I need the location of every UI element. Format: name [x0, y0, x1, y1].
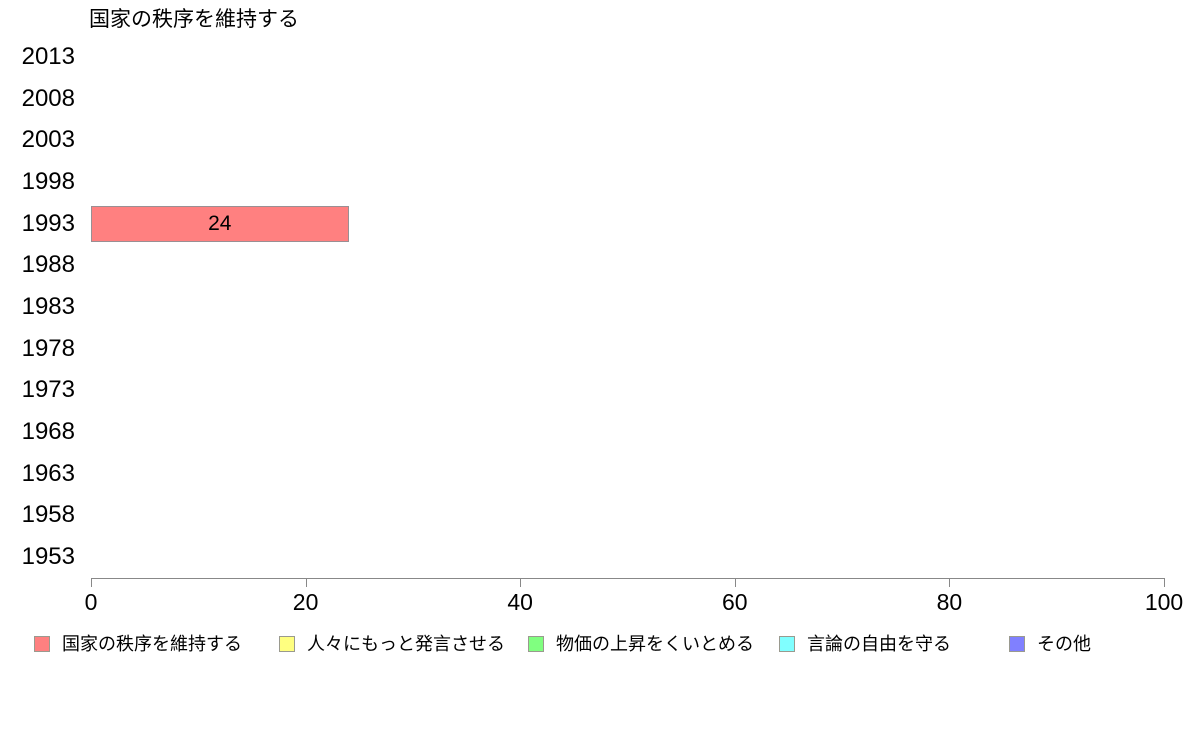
y-axis-tick-label: 2008	[21, 84, 75, 112]
legend-color-swatch	[279, 636, 295, 652]
x-axis-tick-label: 40	[507, 589, 533, 615]
legend-item[interactable]: その他	[1009, 628, 1091, 660]
legend-label: その他	[1037, 634, 1091, 654]
legend-item[interactable]: 国家の秩序を維持する	[34, 628, 242, 660]
y-axis-tick-label: 1953	[21, 543, 75, 571]
chart-title: 国家の秩序を維持する	[89, 8, 299, 31]
legend-label: 物価の上昇をくいとめる	[556, 634, 754, 654]
legend-item[interactable]: 人々にもっと発言させる	[279, 628, 505, 660]
x-axis-tick	[949, 578, 951, 587]
x-axis-tick-label: 0	[84, 589, 98, 615]
x-axis-tick-label: 60	[722, 589, 748, 615]
legend-item[interactable]: 物価の上昇をくいとめる	[528, 628, 754, 660]
y-axis-tick-label: 1978	[21, 334, 75, 362]
y-axis-tick-label: 2003	[21, 126, 75, 154]
y-axis-tick-label: 1988	[21, 251, 75, 279]
bar-segment: 24	[91, 205, 349, 242]
x-axis-tick-label: 100	[1144, 589, 1184, 615]
legend-label: 国家の秩序を維持する	[62, 634, 242, 654]
x-axis-tick	[305, 578, 307, 587]
legend-item[interactable]: 言論の自由を守る	[779, 628, 951, 660]
y-axis-tick-label: 1993	[21, 209, 75, 237]
y-axis-labels: 2013 2008 2003 1998 1993 1988 1983 1978 1973 1968…	[0, 36, 83, 578]
legend-color-swatch	[528, 636, 544, 652]
legend-label: 言論の自由を守る	[807, 634, 951, 654]
y-axis-tick-label: 1998	[21, 167, 75, 195]
legend-color-swatch	[34, 636, 50, 652]
bar-value-label: 24	[208, 212, 232, 236]
y-axis-tick-label: 1963	[21, 459, 75, 487]
legend-color-swatch	[779, 636, 795, 652]
legend-label: 人々にもっと発言させる	[307, 634, 505, 654]
y-axis-tick-label: 2013	[21, 42, 75, 70]
y-axis-tick-label: 1958	[21, 501, 75, 529]
y-axis-tick-label: 1968	[21, 418, 75, 446]
legend-color-swatch	[1009, 636, 1025, 652]
y-axis-tick-label: 1973	[21, 376, 75, 404]
x-axis-tick	[520, 578, 522, 587]
x-axis-tick	[734, 578, 736, 587]
x-axis-tick-label: 20	[292, 589, 319, 615]
x-axis-line	[91, 578, 1164, 579]
y-axis-tick-label: 1983	[21, 293, 75, 320]
x-axis-tick	[1164, 578, 1165, 587]
x-axis-tick	[91, 578, 92, 587]
x-axis-tick-label: 80	[936, 589, 963, 615]
plot-area: 24	[91, 36, 1164, 578]
chart-legend: 国家の秩序を維持する 人々にもっと発言させる 物価の上昇をくいとめる 言論の自由を守る…	[0, 628, 1188, 660]
